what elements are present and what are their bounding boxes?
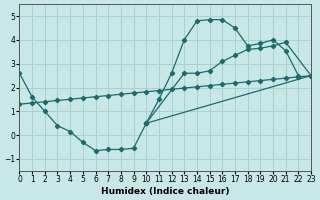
X-axis label: Humidex (Indice chaleur): Humidex (Indice chaleur)	[101, 187, 229, 196]
